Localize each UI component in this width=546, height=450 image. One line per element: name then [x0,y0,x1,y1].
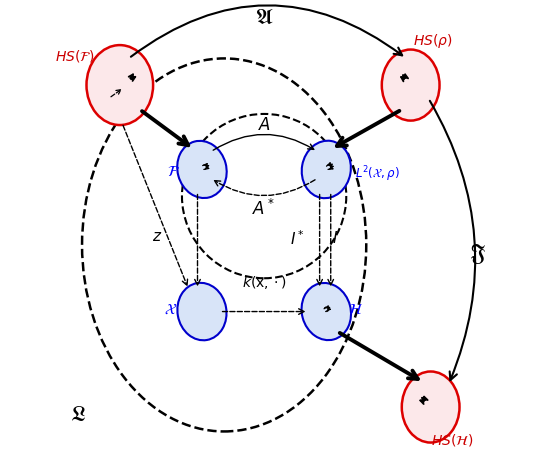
FancyArrowPatch shape [142,111,188,145]
FancyArrowPatch shape [328,194,334,285]
Text: $\mathcal{H}$: $\mathcal{H}$ [348,302,363,317]
Ellipse shape [402,372,460,442]
Text: $HS(\rho)$: $HS(\rho)$ [413,32,453,50]
FancyArrowPatch shape [222,309,304,315]
FancyArrowPatch shape [195,194,200,285]
Ellipse shape [302,141,351,198]
Text: $I^*$: $I^*$ [290,229,305,248]
Text: $HS(\mathcal{F})$: $HS(\mathcal{F})$ [55,48,96,64]
Ellipse shape [86,45,153,125]
FancyArrowPatch shape [337,111,399,146]
Text: $\mathfrak{J}$: $\mathfrak{J}$ [469,242,486,266]
Ellipse shape [177,141,227,198]
Text: $\mathcal{X}$: $\mathcal{X}$ [164,302,177,317]
Text: $A^*$: $A^*$ [252,199,276,220]
Ellipse shape [177,283,227,340]
Text: $\mathfrak{L}$: $\mathfrak{L}$ [70,405,86,424]
Text: $\mathcal{F}$: $\mathcal{F}$ [167,164,180,179]
Ellipse shape [382,50,440,121]
Ellipse shape [301,283,351,340]
FancyArrowPatch shape [131,5,402,57]
Text: $z$: $z$ [152,229,163,243]
Text: $HS(\mathcal{H})$: $HS(\mathcal{H})$ [431,432,473,448]
Text: $I$: $I$ [332,230,338,246]
Text: $\mathfrak{A}$: $\mathfrak{A}$ [255,9,274,28]
FancyArrowPatch shape [317,194,322,285]
Text: $k(\mathrm{x}, \cdot)$: $k(\mathrm{x}, \cdot)$ [242,274,287,291]
Text: $L^2(\mathcal{X},\rho)$: $L^2(\mathcal{X},\rho)$ [355,164,400,184]
FancyArrowPatch shape [213,135,314,150]
Text: $A$: $A$ [258,116,271,134]
FancyArrowPatch shape [215,180,315,196]
FancyArrowPatch shape [123,126,187,285]
FancyArrowPatch shape [430,101,475,380]
FancyArrowPatch shape [340,333,418,379]
